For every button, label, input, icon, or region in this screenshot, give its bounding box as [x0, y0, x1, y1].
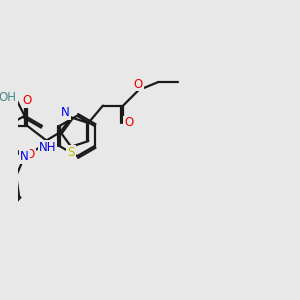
Text: NH: NH — [39, 141, 56, 154]
Text: N: N — [61, 106, 70, 119]
Text: O: O — [26, 148, 35, 161]
Text: OH: OH — [0, 91, 17, 103]
Text: O: O — [133, 77, 142, 91]
Text: S: S — [68, 146, 75, 159]
Text: O: O — [124, 116, 133, 130]
Text: O: O — [23, 94, 32, 107]
Text: N: N — [20, 150, 29, 163]
